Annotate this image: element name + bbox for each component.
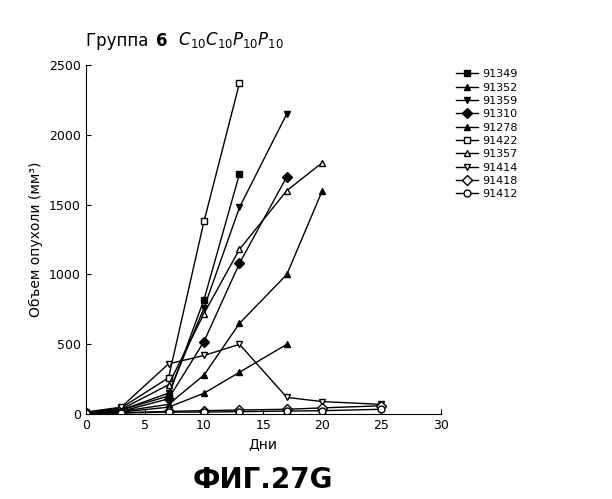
Legend: 91349, 91352, 91359, 91310, 91278, 91422, 91357, 91414, 91418, 91412: 91349, 91352, 91359, 91310, 91278, 91422… (451, 65, 523, 204)
91278 (165, 404, 172, 410)
Text: $C_{10}C_{10}P_{10}P_{10}$: $C_{10}C_{10}P_{10}P_{10}$ (168, 30, 284, 50)
91414 (200, 352, 207, 358)
91310 (236, 260, 243, 266)
Text: ФИГ.27G: ФИГ.27G (193, 466, 334, 494)
91422 (236, 80, 243, 86)
91414 (118, 404, 125, 410)
91414 (165, 361, 172, 367)
91412 (200, 409, 207, 415)
91359 (236, 205, 243, 211)
91418 (82, 411, 89, 417)
91412 (165, 409, 172, 415)
91352 (165, 401, 172, 407)
91359 (165, 390, 172, 396)
91349 (118, 407, 125, 413)
91310 (283, 174, 291, 180)
91352 (82, 410, 89, 416)
Line: 91422: 91422 (82, 79, 243, 416)
91414 (378, 401, 385, 407)
Y-axis label: Объем опухоли (мм³): Объем опухоли (мм³) (29, 162, 43, 317)
91418 (236, 407, 243, 413)
91352 (236, 320, 243, 326)
91352 (118, 408, 125, 414)
Text: Группа: Группа (86, 32, 159, 50)
91278 (236, 369, 243, 375)
91418 (378, 403, 385, 409)
91359 (82, 410, 89, 416)
91310 (118, 408, 125, 414)
91349 (200, 296, 207, 302)
91412 (283, 408, 291, 414)
91359 (200, 305, 207, 311)
91412 (118, 410, 125, 416)
Line: 91352: 91352 (82, 187, 326, 416)
91349 (236, 171, 243, 177)
91357 (165, 382, 172, 388)
Line: 91349: 91349 (82, 170, 243, 416)
91278 (200, 390, 207, 396)
91414 (236, 341, 243, 347)
91422 (82, 410, 89, 416)
Line: 91359: 91359 (82, 110, 290, 416)
91310 (82, 410, 89, 416)
Line: 91418: 91418 (82, 402, 385, 417)
91418 (118, 410, 125, 416)
91418 (283, 406, 291, 412)
91352 (283, 271, 291, 277)
91422 (118, 405, 125, 411)
91357 (283, 188, 291, 194)
Text: 6: 6 (156, 32, 168, 50)
Line: 91412: 91412 (82, 406, 385, 417)
91349 (82, 410, 89, 416)
91278 (82, 411, 89, 417)
91412 (378, 406, 385, 412)
91414 (82, 409, 89, 415)
Line: 91310: 91310 (82, 173, 290, 416)
91349 (165, 393, 172, 399)
91357 (200, 310, 207, 316)
91422 (200, 219, 207, 225)
91418 (200, 408, 207, 414)
91357 (118, 406, 125, 412)
91278 (283, 341, 291, 347)
91359 (118, 407, 125, 413)
Line: 91278: 91278 (82, 341, 290, 417)
91357 (82, 410, 89, 416)
91359 (283, 111, 291, 117)
91352 (200, 372, 207, 378)
91412 (236, 409, 243, 415)
91310 (165, 396, 172, 402)
91310 (200, 338, 207, 344)
91278 (118, 409, 125, 415)
91414 (319, 399, 326, 405)
91418 (165, 408, 172, 414)
91352 (319, 188, 326, 194)
Line: 91357: 91357 (82, 159, 326, 416)
91422 (165, 375, 172, 381)
91357 (236, 247, 243, 252)
Line: 91414: 91414 (82, 341, 385, 416)
91412 (82, 411, 89, 417)
91357 (319, 160, 326, 166)
91414 (283, 394, 291, 400)
91412 (319, 408, 326, 414)
91418 (319, 405, 326, 411)
X-axis label: Дни: Дни (248, 438, 278, 452)
